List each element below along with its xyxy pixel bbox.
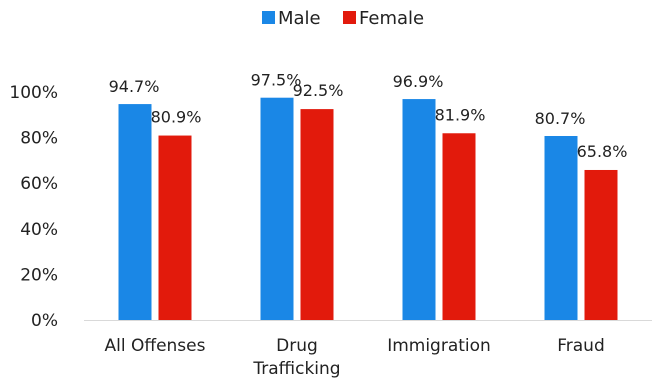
- category-label: Drug Trafficking: [252, 336, 340, 379]
- bar-male: [402, 99, 436, 321]
- x-axis: All Offenses Drug Trafficking Immigration Fr…: [105, 336, 605, 379]
- category-label: All Offenses: [105, 336, 206, 356]
- data-label: 65.8%: [577, 142, 628, 161]
- y-tick-label: 20%: [20, 265, 58, 285]
- legend-swatch-male: [262, 11, 275, 24]
- bar-female: [158, 135, 192, 320]
- data-label: 97.5%: [251, 71, 302, 90]
- y-tick-label: 40%: [20, 220, 58, 240]
- legend-label-female: Female: [359, 8, 424, 29]
- legend-swatch-female: [343, 11, 356, 24]
- data-labels: 94.7% 80.9% 97.5%92.5% 96.9% 81.9% 80.7% 65.8%: [109, 71, 628, 161]
- data-label: 80.7%: [535, 109, 586, 128]
- bar-female: [584, 169, 618, 320]
- y-tick-label: 100%: [9, 83, 58, 103]
- bar-male: [260, 97, 294, 320]
- y-tick-label: 80%: [20, 129, 58, 149]
- bar-male: [118, 104, 152, 320]
- data-label: 81.9%: [435, 105, 486, 124]
- bars: [118, 97, 618, 321]
- data-label: 94.7%: [109, 77, 160, 96]
- bar-female: [442, 133, 476, 320]
- legend-label-male: Male: [278, 8, 321, 29]
- legend: Male Female: [262, 8, 424, 29]
- bar-male: [544, 136, 578, 320]
- bar-female: [300, 109, 334, 320]
- data-label: 96.9%: [393, 72, 444, 91]
- data-label: 92.5%: [293, 81, 344, 100]
- y-tick-label: 0%: [31, 311, 58, 331]
- category-label: Fraud: [557, 336, 605, 356]
- category-label: Immigration: [387, 336, 491, 356]
- data-label: 80.9%: [151, 108, 202, 127]
- y-axis: 0% 20% 40% 60% 80% 100%: [9, 83, 652, 331]
- y-tick-label: 60%: [20, 174, 58, 194]
